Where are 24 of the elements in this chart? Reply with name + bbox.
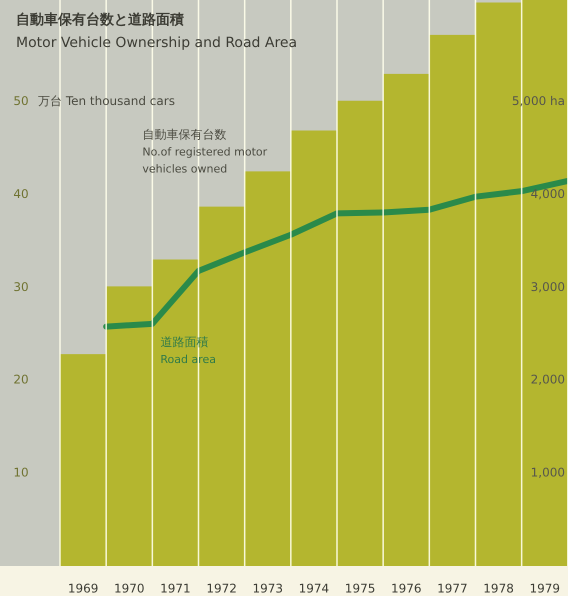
y2-tick-label: 3,000	[530, 280, 565, 294]
y-tick-label: 10	[13, 465, 29, 480]
x-tick-label: 1978	[483, 581, 514, 596]
x-tick-label: 1974	[298, 581, 330, 596]
x-tick-label: 1979	[529, 581, 560, 596]
y-tick-label: 30	[13, 280, 29, 294]
y-tick-label: 20	[13, 372, 29, 387]
x-tick-label: 1973	[252, 581, 284, 596]
x-tick-label: 1972	[206, 581, 237, 596]
x-tick-label: 1971	[160, 581, 191, 596]
x-tick-label: 1976	[390, 581, 422, 596]
y2-tick-label: 4,000	[530, 186, 565, 201]
x-tick-label: 1970	[114, 581, 145, 596]
y-tick-label: 50	[13, 94, 29, 108]
y-axis-title: 万台 Ten thousand cars	[38, 94, 175, 108]
y-tick-label: 40	[13, 186, 29, 201]
text: 自動車保有台数と道路面積	[16, 12, 184, 28]
x-tick-label: 1969	[68, 581, 98, 596]
text: Motor Vehicle Ownership and Road Area	[16, 35, 298, 51]
x-tick-label: 1975	[344, 581, 376, 596]
y2-tick-label: 1,000	[530, 465, 565, 480]
x-tick-label: 1977	[437, 581, 468, 596]
series-label: 自動車保有台数 No.of registered motor vehicles owned	[142, 128, 268, 176]
y2-tick-label: 2,000	[530, 372, 565, 387]
